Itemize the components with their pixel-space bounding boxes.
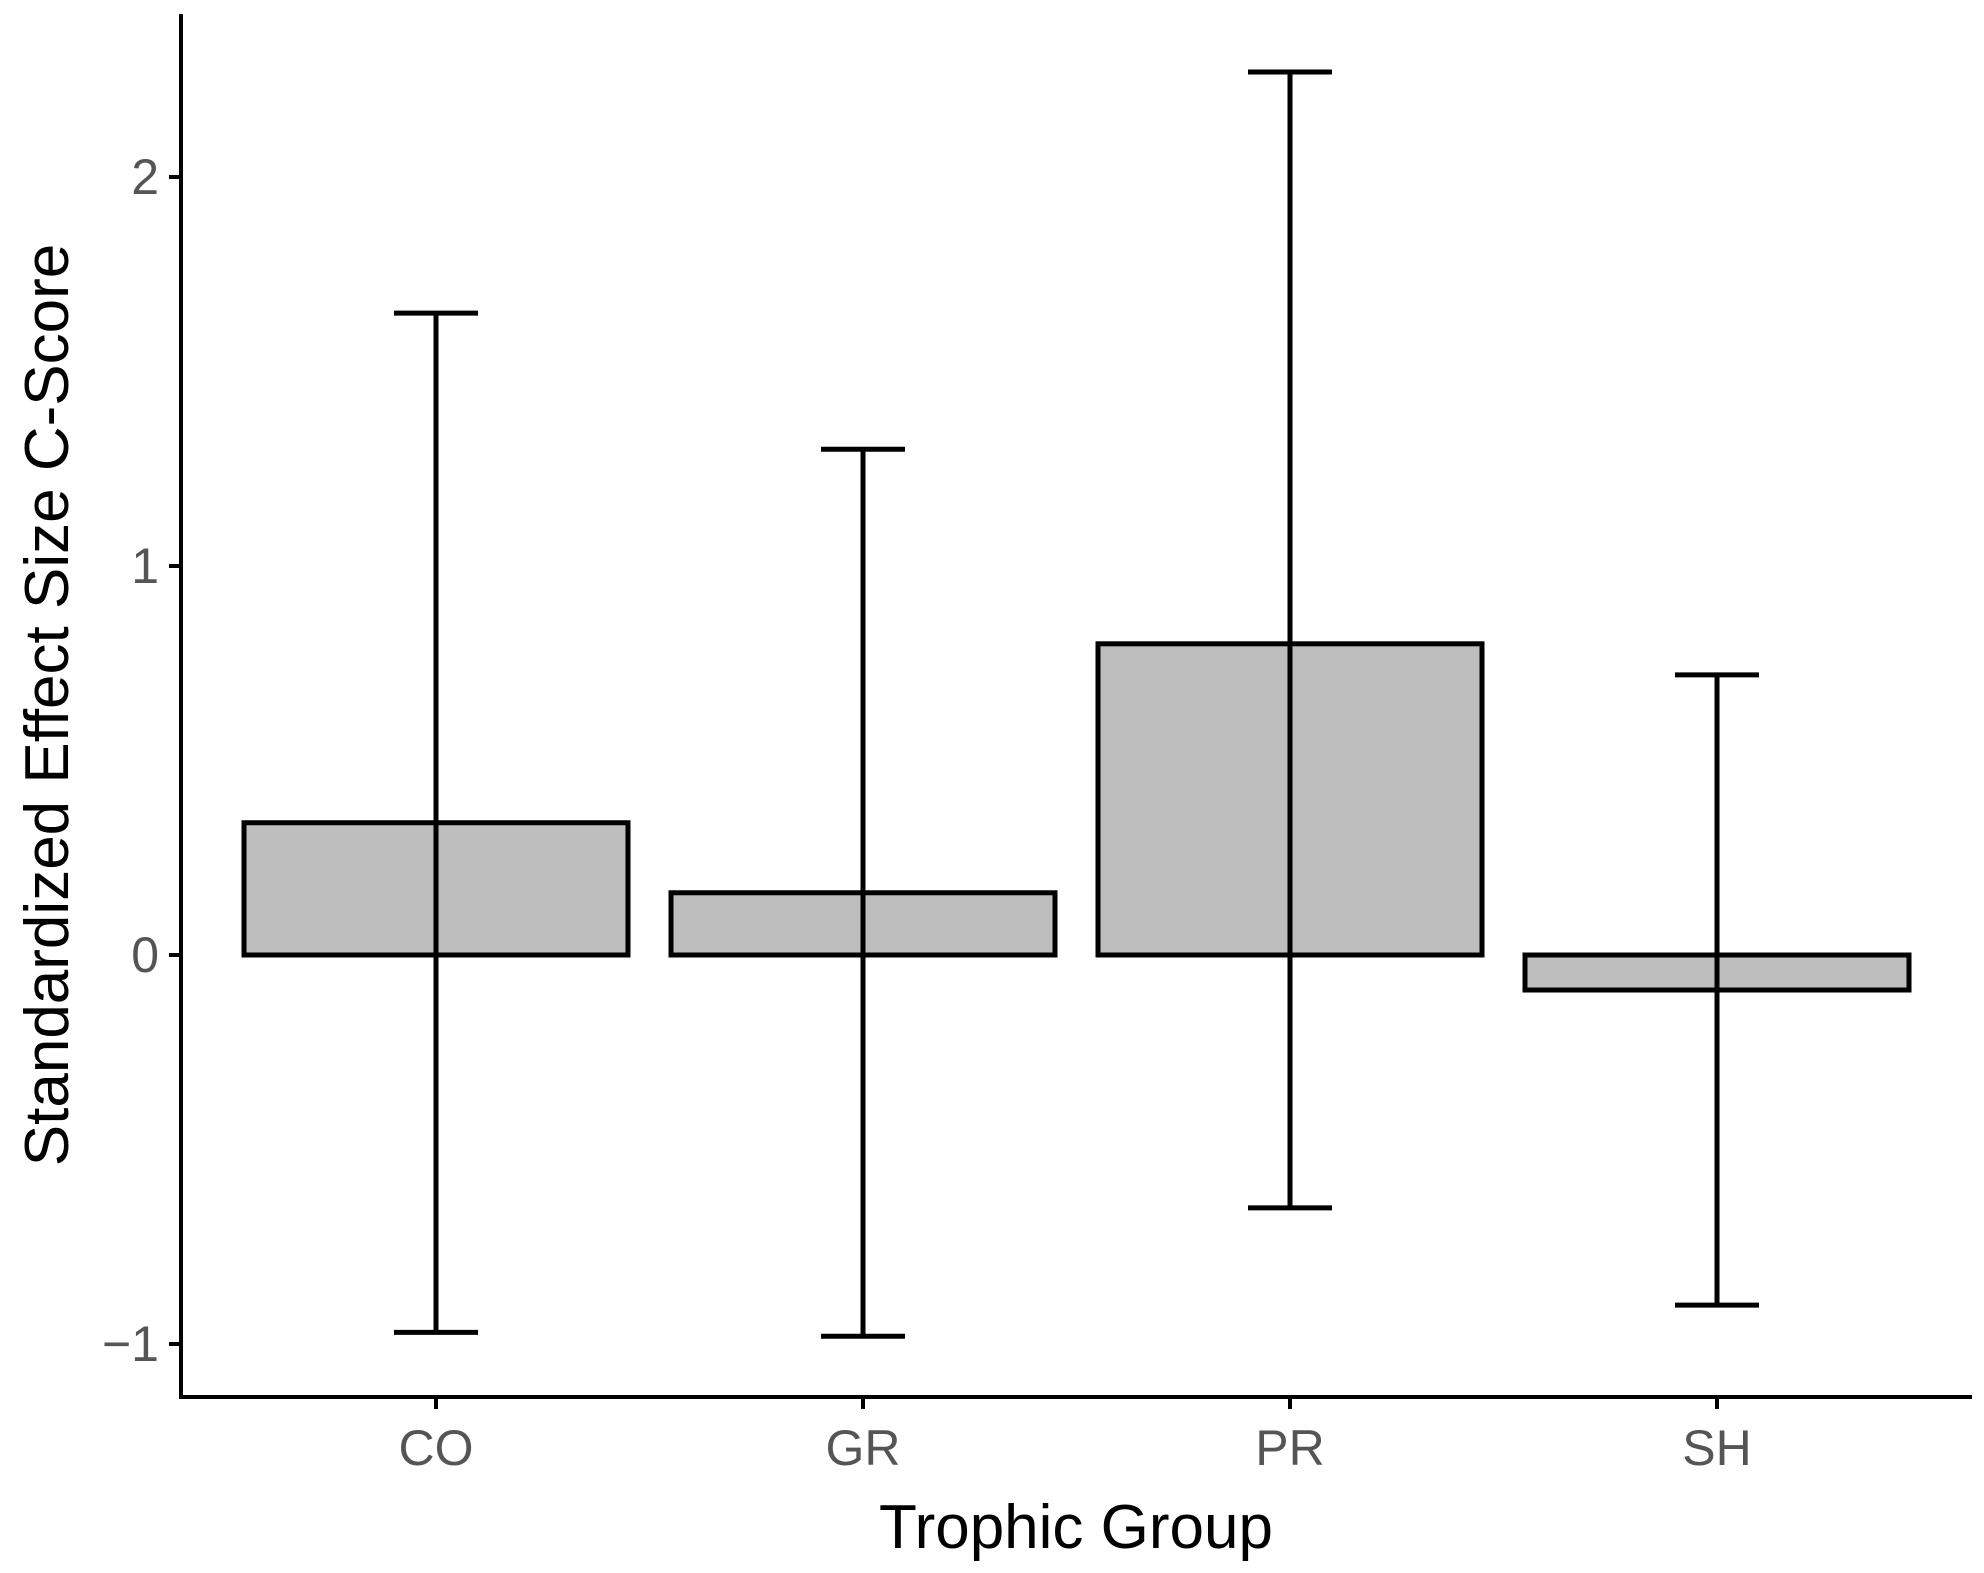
y-tick-label-3: 2	[131, 149, 159, 205]
bars-group	[241, 641, 1912, 993]
x-axis-title: Trophic Group	[879, 1493, 1273, 1562]
y-tick-label-2: 1	[131, 538, 159, 594]
x-tick-label-pr: PR	[1255, 1420, 1324, 1476]
y-tick-label-1: 0	[131, 927, 159, 983]
x-tick-label-gr: GR	[826, 1420, 901, 1476]
y-axis-title: Standardized Effect Size C-Score	[13, 244, 82, 1166]
x-ticks-group: CO GR PR SH	[399, 1397, 1752, 1476]
y-ticks-group: −1 0 1 2	[102, 149, 181, 1372]
error-bars-group	[394, 69, 1759, 1339]
x-tick-label-sh: SH	[1682, 1420, 1751, 1476]
x-tick-label-co: CO	[399, 1420, 474, 1476]
y-tick-label-0: −1	[102, 1316, 159, 1372]
